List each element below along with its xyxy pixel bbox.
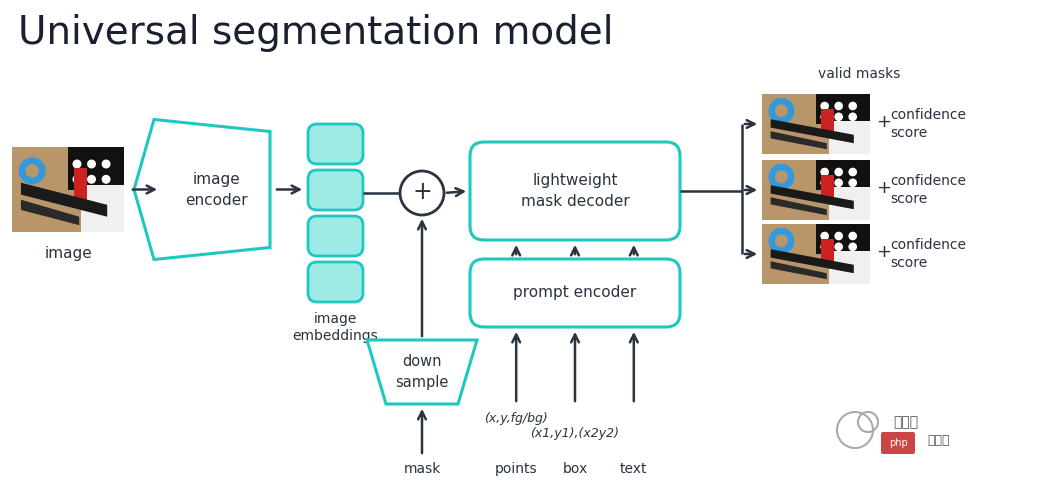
Bar <box>829 121 870 154</box>
Circle shape <box>834 232 843 241</box>
Circle shape <box>73 160 81 169</box>
Text: valid masks: valid masks <box>818 67 901 81</box>
FancyBboxPatch shape <box>308 170 363 210</box>
Circle shape <box>821 102 829 110</box>
FancyBboxPatch shape <box>308 216 363 256</box>
Circle shape <box>25 164 39 177</box>
FancyBboxPatch shape <box>470 259 680 327</box>
Text: 中文网: 中文网 <box>927 433 949 446</box>
Circle shape <box>848 232 857 241</box>
FancyBboxPatch shape <box>881 432 914 454</box>
Bar <box>829 251 870 284</box>
Circle shape <box>821 168 829 176</box>
Text: points: points <box>495 462 538 476</box>
Circle shape <box>775 234 788 247</box>
Circle shape <box>775 104 788 117</box>
Bar <box>816 94 870 124</box>
Circle shape <box>769 164 794 190</box>
Circle shape <box>848 102 857 110</box>
Circle shape <box>73 175 81 184</box>
Text: 量子位: 量子位 <box>893 415 918 429</box>
Bar <box>816 160 870 190</box>
Circle shape <box>87 160 96 169</box>
Bar <box>822 239 834 266</box>
Text: +: + <box>876 179 891 197</box>
FancyBboxPatch shape <box>308 262 363 302</box>
Bar <box>74 168 87 206</box>
Circle shape <box>848 168 857 176</box>
Circle shape <box>87 175 96 184</box>
Polygon shape <box>771 249 854 273</box>
Text: confidence
score: confidence score <box>890 238 966 270</box>
Polygon shape <box>771 197 827 215</box>
Text: mask: mask <box>403 462 440 476</box>
Bar <box>12 147 124 232</box>
Bar <box>81 185 124 232</box>
Bar <box>816 224 870 254</box>
Circle shape <box>821 112 829 121</box>
Text: text: text <box>620 462 647 476</box>
Polygon shape <box>771 119 854 143</box>
Circle shape <box>834 168 843 176</box>
Circle shape <box>769 98 794 124</box>
Text: lightweight
mask decoder: lightweight mask decoder <box>521 173 629 209</box>
Circle shape <box>400 171 444 215</box>
Bar <box>762 160 870 220</box>
Circle shape <box>848 178 857 187</box>
Text: confidence
score: confidence score <box>890 108 966 140</box>
FancyBboxPatch shape <box>470 142 680 240</box>
Polygon shape <box>771 185 854 209</box>
Circle shape <box>834 112 843 121</box>
Text: image
encoder: image encoder <box>185 172 247 207</box>
Circle shape <box>775 170 788 183</box>
Bar <box>762 94 870 154</box>
Circle shape <box>834 102 843 110</box>
Circle shape <box>769 228 794 254</box>
Text: image: image <box>44 246 92 261</box>
Circle shape <box>821 178 829 187</box>
Text: prompt encoder: prompt encoder <box>513 285 637 300</box>
Text: (x,y,fg/bg): (x,y,fg/bg) <box>485 412 548 425</box>
Circle shape <box>19 157 45 184</box>
Circle shape <box>834 178 843 187</box>
FancyBboxPatch shape <box>308 124 363 164</box>
Circle shape <box>848 242 857 251</box>
Text: confidence
score: confidence score <box>890 174 966 206</box>
Text: php: php <box>889 438 907 448</box>
Polygon shape <box>21 183 108 217</box>
Text: Universal segmentation model: Universal segmentation model <box>18 14 614 52</box>
Circle shape <box>821 242 829 251</box>
Text: (x1,y1),(x2y2): (x1,y1),(x2y2) <box>530 427 620 440</box>
Text: down
sample: down sample <box>395 354 449 390</box>
Bar <box>822 109 834 136</box>
Text: +: + <box>412 180 432 204</box>
Polygon shape <box>367 340 477 404</box>
Circle shape <box>101 175 111 184</box>
Text: +: + <box>876 243 891 261</box>
Bar <box>822 175 834 202</box>
Polygon shape <box>21 200 79 225</box>
Polygon shape <box>771 131 827 149</box>
Polygon shape <box>134 120 270 259</box>
Circle shape <box>821 232 829 241</box>
Text: +: + <box>876 113 891 131</box>
Circle shape <box>101 160 111 169</box>
Polygon shape <box>771 261 827 279</box>
Bar <box>762 224 870 284</box>
Text: box: box <box>563 462 587 476</box>
Circle shape <box>834 242 843 251</box>
Circle shape <box>848 112 857 121</box>
Bar <box>829 187 870 220</box>
Text: image
embeddings: image embeddings <box>293 312 378 343</box>
Bar <box>68 147 124 189</box>
